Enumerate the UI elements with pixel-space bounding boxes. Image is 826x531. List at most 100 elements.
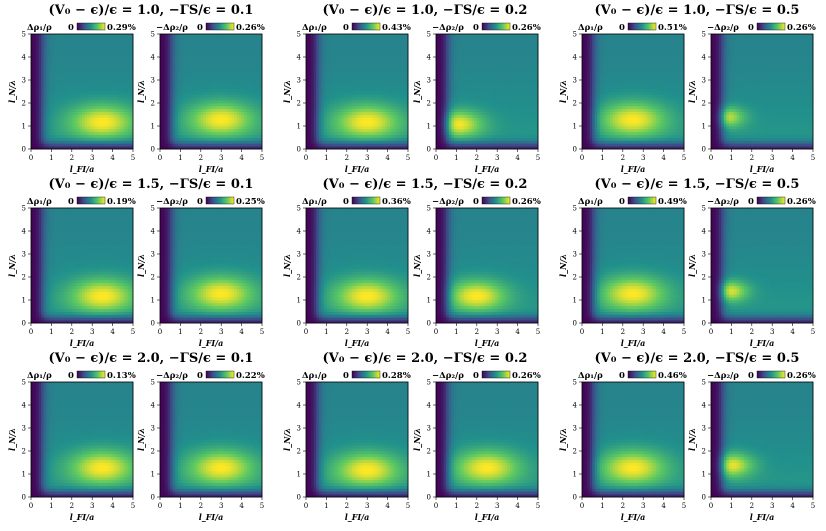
heatmap-cell	[367, 71, 370, 74]
heatmap-cell	[324, 34, 327, 37]
heatmap-cell	[34, 106, 37, 109]
heatmap-cell	[352, 37, 355, 40]
heatmap-cell	[249, 126, 252, 129]
heatmap-cell	[242, 46, 245, 49]
heatmap-cell	[54, 129, 57, 132]
heatmap-cell	[82, 71, 85, 74]
heatmap-cell	[224, 69, 227, 72]
heatmap-cell	[239, 140, 242, 143]
heatmap-cell	[249, 106, 252, 109]
heatmap-cell	[128, 40, 131, 43]
heatmap-cell	[118, 129, 121, 132]
heatmap-cell	[326, 132, 329, 135]
heatmap-cell	[69, 143, 72, 146]
heatmap-cell	[188, 94, 191, 97]
heatmap-cell	[367, 94, 370, 97]
heatmap-cell	[178, 132, 181, 135]
heatmap-cell	[319, 138, 322, 141]
heatmap-cell	[439, 129, 442, 132]
heatmap-cell	[51, 86, 54, 89]
heatmap-cell	[231, 69, 234, 72]
heatmap-cell	[49, 77, 52, 80]
heatmap-cell	[326, 143, 329, 146]
heatmap-cell	[349, 106, 352, 109]
heatmap-cell	[237, 86, 240, 89]
heatmap-cell	[87, 115, 90, 118]
heatmap-cell	[316, 135, 319, 138]
heatmap-cell	[95, 103, 98, 106]
heatmap-cell	[357, 132, 360, 135]
heatmap-cell	[39, 83, 42, 86]
heatmap-cell	[100, 109, 103, 112]
heatmap-cell	[125, 40, 128, 43]
heatmap-cell	[257, 115, 260, 118]
heatmap-cell	[244, 138, 247, 141]
heatmap-cell	[216, 132, 219, 135]
heatmap-cell	[221, 92, 224, 95]
heatmap-cell	[231, 115, 234, 118]
heatmap-cell	[51, 132, 54, 135]
heatmap-cell	[64, 112, 67, 115]
heatmap-cell	[362, 46, 365, 49]
heatmap-cell	[237, 77, 240, 80]
heatmap-cell	[316, 37, 319, 40]
heatmap-cell	[54, 112, 57, 115]
heatmap-cell	[231, 103, 234, 106]
heatmap-cell	[342, 97, 345, 100]
heatmap-cell	[321, 80, 324, 83]
heatmap-cell	[54, 86, 57, 89]
heatmap-cell	[41, 120, 44, 123]
x-tick-label: 4	[385, 154, 390, 162]
heatmap-cell	[44, 135, 47, 138]
heatmap-cell	[329, 123, 332, 126]
heatmap-cell	[85, 129, 88, 132]
heatmap-cell	[201, 86, 204, 89]
heatmap-cell	[87, 86, 90, 89]
heatmap-cell	[216, 117, 219, 120]
heatmap-cell	[201, 51, 204, 54]
heatmap-cell	[326, 109, 329, 112]
heatmap-cell	[332, 143, 335, 146]
heatmap-cell	[165, 57, 168, 60]
heatmap-cell	[388, 143, 391, 146]
heatmap-cell	[436, 86, 439, 89]
heatmap-cell	[403, 40, 406, 43]
heatmap-cell	[201, 109, 204, 112]
heatmap-cell	[193, 138, 196, 141]
heatmap-cell	[201, 48, 204, 51]
heatmap-cell	[365, 97, 368, 100]
heatmap-cell	[186, 129, 189, 132]
heatmap-cell	[219, 83, 222, 86]
heatmap-cell	[57, 89, 60, 92]
heatmap-cell	[120, 143, 123, 146]
heatmap-cell	[74, 57, 77, 60]
heatmap-cell	[173, 140, 176, 143]
heatmap-cell	[377, 126, 380, 129]
heatmap-cell	[393, 97, 396, 100]
heatmap-cell	[436, 138, 439, 141]
heatmap-cell	[54, 100, 57, 103]
heatmap-cell	[67, 80, 70, 83]
heatmap-cell	[77, 46, 80, 49]
heatmap-cell	[383, 106, 386, 109]
heatmap-cell	[54, 120, 57, 123]
heatmap-cell	[237, 92, 240, 95]
colorbar-max-label: 0.29%	[107, 23, 136, 33]
heatmap-cell	[198, 109, 201, 112]
heatmap-cell	[357, 143, 360, 146]
heatmap-cell	[247, 74, 250, 77]
heatmap-cell	[239, 103, 242, 106]
heatmap-cell	[82, 83, 85, 86]
heatmap-cell	[173, 138, 176, 141]
heatmap-cell	[244, 51, 247, 54]
heatmap-cell	[160, 48, 163, 51]
heatmap-cell	[193, 126, 196, 129]
heatmap-cell	[219, 51, 222, 54]
heatmap-cell	[67, 69, 70, 72]
heatmap-cell	[39, 143, 42, 146]
heatmap-cell	[216, 80, 219, 83]
heatmap-cell	[170, 123, 173, 126]
heatmap-cell	[203, 83, 206, 86]
heatmap-cell	[380, 48, 383, 51]
heatmap-cell	[62, 89, 65, 92]
